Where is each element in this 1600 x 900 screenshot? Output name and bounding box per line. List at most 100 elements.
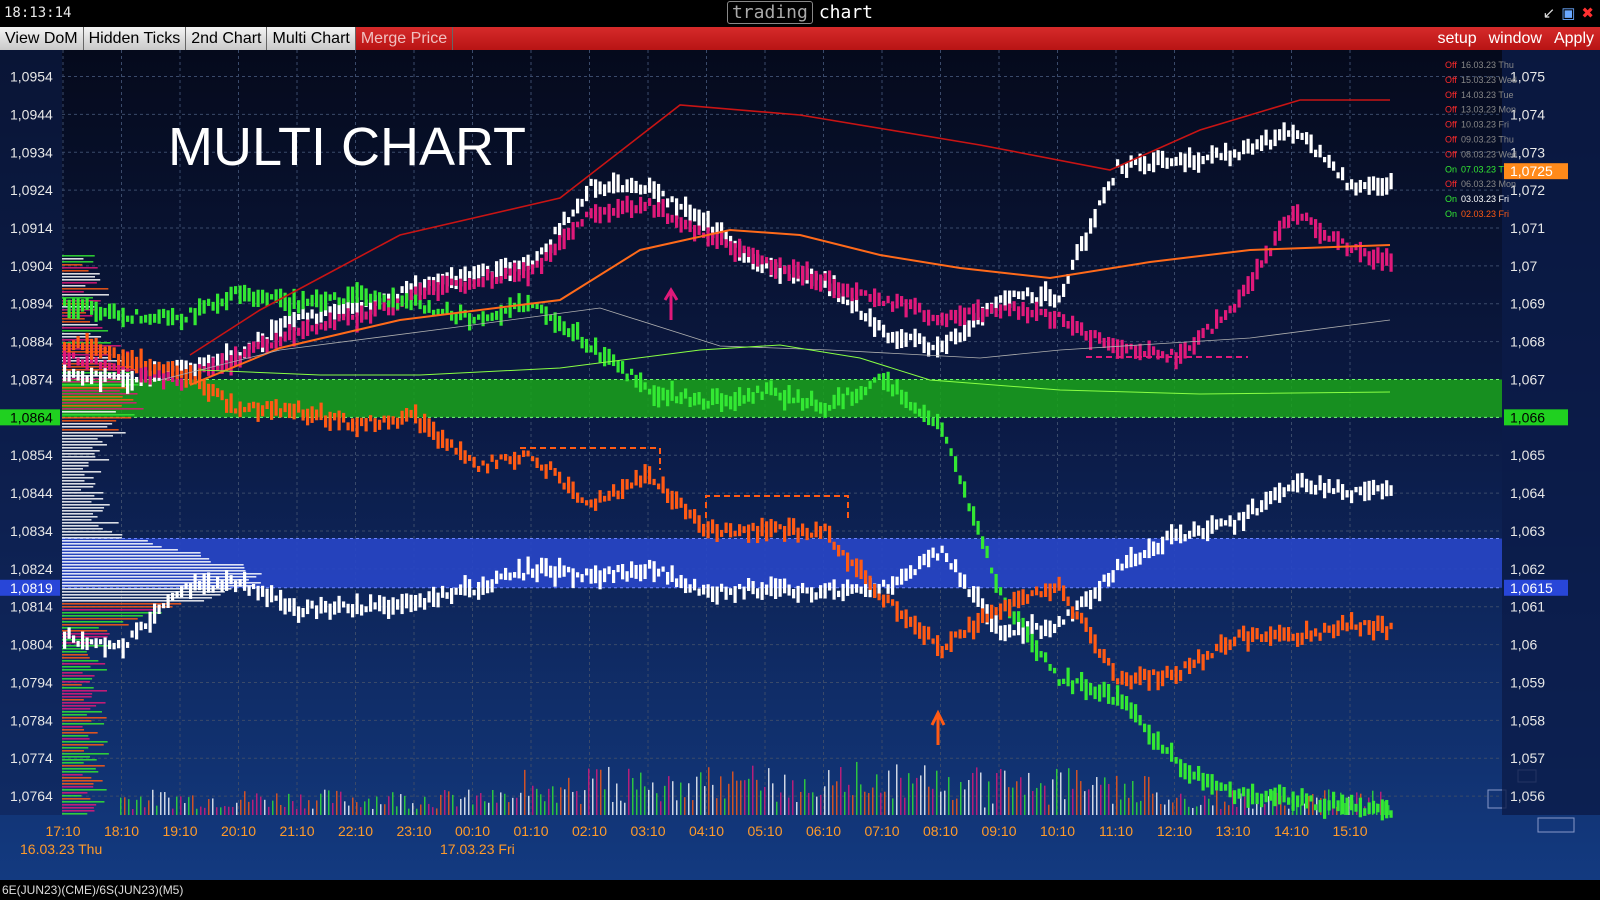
volume-bar	[628, 768, 630, 815]
candle	[607, 181, 611, 193]
candle	[1120, 339, 1124, 359]
candle	[1143, 550, 1147, 558]
minimize-icon[interactable]: ↙	[1542, 5, 1556, 22]
left-axis-tick: 1,0794	[10, 674, 53, 690]
volume-bar	[496, 802, 498, 815]
volume-bar	[132, 808, 134, 815]
candle	[1035, 586, 1039, 596]
candle	[310, 600, 314, 609]
candle	[774, 521, 778, 533]
volume-bar	[788, 797, 790, 815]
candle	[292, 598, 296, 616]
maximize-icon[interactable]: ▣	[1561, 5, 1576, 22]
candle	[328, 294, 332, 301]
volume-bar	[1312, 794, 1314, 815]
candle	[1233, 303, 1237, 313]
merge-price-button[interactable]: Merge Price	[356, 27, 454, 50]
candle	[1057, 616, 1061, 627]
candle	[792, 259, 796, 278]
candle	[162, 371, 166, 390]
candle	[1030, 590, 1034, 597]
volume-bar	[572, 791, 574, 815]
candle	[868, 293, 872, 302]
candle	[1350, 247, 1354, 254]
candle	[1161, 536, 1165, 555]
close-icon[interactable]: ✖	[1581, 5, 1594, 22]
candle	[337, 595, 341, 613]
candle	[1039, 286, 1043, 307]
profile-bar	[62, 402, 137, 404]
candle	[1287, 797, 1291, 805]
candle	[166, 371, 170, 381]
window-button[interactable]: window	[1488, 30, 1542, 47]
candle	[1012, 630, 1016, 636]
volume-bar	[608, 766, 610, 815]
volume-bar	[892, 798, 894, 815]
setup-button[interactable]: setup	[1437, 30, 1477, 47]
volume-bar	[128, 799, 130, 815]
candle	[139, 364, 143, 383]
right-axis-tick: 1,061	[1510, 599, 1545, 615]
candle	[670, 214, 674, 223]
candle	[742, 248, 746, 263]
candle	[1125, 343, 1129, 354]
legend-state: On	[1445, 209, 1457, 219]
price-chart[interactable]: MULTI CHART 1,09541,09441,09341,09241,09…	[0, 50, 1600, 880]
candle	[1035, 301, 1039, 321]
candle	[1206, 323, 1210, 330]
candle	[333, 303, 337, 320]
candle	[715, 233, 719, 249]
candle	[1102, 574, 1106, 582]
candle	[580, 497, 584, 504]
candle	[1354, 803, 1358, 812]
candle	[508, 456, 512, 465]
candle	[1367, 480, 1371, 501]
volume-bar	[668, 776, 670, 815]
candle	[121, 638, 125, 659]
candle	[1111, 338, 1115, 354]
candle	[1071, 259, 1075, 270]
candle	[1093, 686, 1097, 700]
candle	[85, 355, 89, 370]
candle	[1255, 508, 1259, 516]
candle	[1075, 611, 1079, 620]
volume-bar	[1308, 795, 1310, 815]
second-chart-button[interactable]: 2nd Chart	[186, 27, 268, 50]
candle	[121, 307, 125, 328]
candle	[207, 572, 211, 593]
candle	[1255, 258, 1259, 280]
candle	[652, 478, 656, 486]
candle	[859, 386, 863, 400]
candle	[94, 301, 98, 322]
candle	[733, 392, 737, 412]
candle	[1053, 583, 1057, 594]
multi-chart-button[interactable]: Multi Chart	[267, 27, 356, 50]
candle	[306, 599, 310, 615]
volume-bar	[156, 805, 158, 815]
candle	[1197, 525, 1201, 536]
right-price-marker-label: 1,0725	[1510, 163, 1553, 179]
candle	[1255, 139, 1259, 150]
hidden-ticks-button[interactable]: Hidden Ticks	[83, 27, 187, 50]
candle	[1323, 229, 1327, 241]
candle	[283, 292, 287, 312]
volume-bar	[280, 804, 282, 815]
candle	[1125, 554, 1129, 569]
candle	[634, 564, 638, 579]
candle	[1165, 530, 1169, 541]
candle	[886, 332, 890, 344]
candle	[1354, 182, 1358, 196]
profile-bar	[62, 753, 109, 755]
profile-bar	[62, 609, 156, 611]
candle	[220, 580, 224, 592]
candle	[481, 263, 485, 277]
view-dom-button[interactable]: View DoM	[0, 27, 84, 50]
candle	[895, 293, 899, 309]
volume-bar	[1084, 791, 1086, 815]
candle	[670, 196, 674, 203]
apply-button[interactable]: Apply	[1553, 30, 1594, 47]
candle	[90, 639, 94, 645]
candle	[279, 318, 283, 339]
candle	[1210, 774, 1214, 795]
candle	[202, 357, 206, 368]
